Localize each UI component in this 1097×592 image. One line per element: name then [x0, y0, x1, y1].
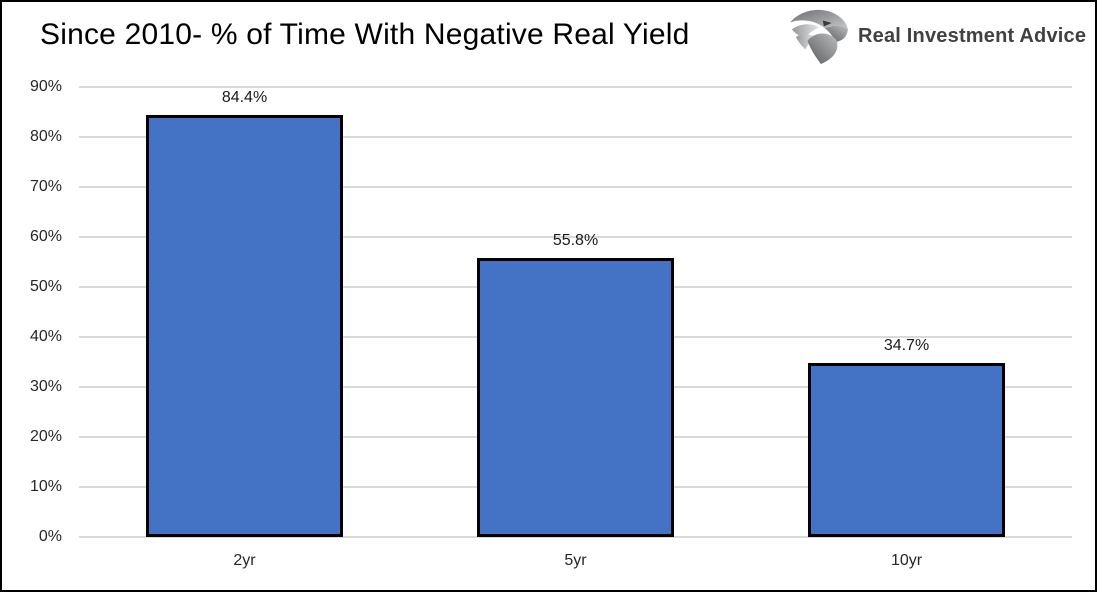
gridline-80% [79, 136, 1072, 138]
y-tick-label-40%: 40% [29, 328, 62, 345]
bar-2yr [146, 115, 343, 537]
y-tick-label-60%: 60% [29, 228, 62, 245]
gridline-90% [79, 86, 1072, 88]
bar-value-label-5yr: 55.8% [552, 232, 599, 249]
brand-name: Real Investment Advice [858, 25, 1087, 47]
y-tick-label-30%: 30% [29, 378, 62, 395]
gridline-70% [79, 186, 1072, 188]
gridline-0% [79, 536, 1072, 538]
gridline-60% [79, 236, 1072, 238]
y-tick-label-70%: 70% [29, 178, 62, 195]
y-tick-label-90%: 90% [29, 78, 62, 95]
y-tick-label-0%: 0% [38, 528, 62, 545]
brand-logo: Real Investment Advice [788, 8, 1086, 65]
x-tick-label-5yr: 5yr [564, 552, 587, 569]
bar-10yr [808, 363, 1005, 537]
bar-value-label-2yr: 84.4% [221, 89, 268, 106]
chart-title: Since 2010- % of Time With Negative Real… [40, 18, 690, 51]
x-tick-label-10yr: 10yr [890, 552, 923, 569]
y-tick-label-80%: 80% [29, 128, 62, 145]
bar-5yr [477, 258, 674, 537]
x-tick-label-2yr: 2yr [233, 552, 256, 569]
eagle-icon [790, 9, 848, 65]
bar-value-label-10yr: 34.7% [883, 337, 930, 354]
y-tick-label-20%: 20% [29, 428, 62, 445]
y-tick-label-50%: 50% [29, 278, 62, 295]
y-tick-label-10%: 10% [29, 478, 62, 495]
